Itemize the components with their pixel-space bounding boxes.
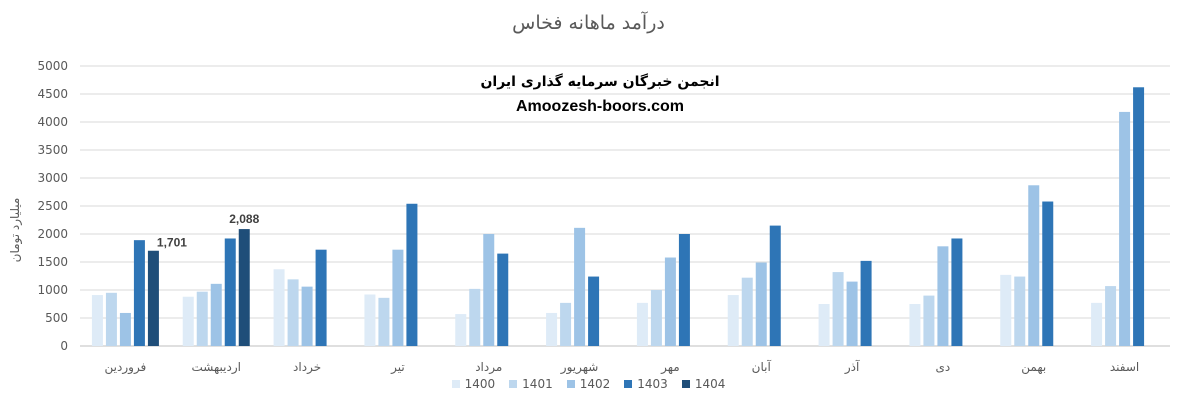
bar: [909, 304, 921, 346]
bar: [846, 281, 858, 346]
bar: [741, 277, 753, 346]
legend-swatch: [509, 380, 518, 388]
y-axis-label: میلیارد تومان: [8, 197, 22, 263]
bar: [364, 294, 376, 346]
legend-swatch: [681, 380, 690, 388]
bar: [455, 314, 467, 346]
x-tick-label: مرداد: [475, 360, 502, 375]
bar: [392, 249, 404, 346]
bar: [378, 297, 390, 346]
data-label: 1,701: [157, 236, 187, 250]
y-tick-label: 500: [45, 311, 68, 325]
bar: [196, 291, 208, 346]
bar: [224, 238, 236, 346]
x-tick-label: بهمن: [1021, 360, 1046, 375]
bar: [1133, 87, 1145, 346]
bar: [1028, 185, 1040, 346]
bar: [497, 253, 509, 346]
y-tick-label: 4500: [37, 87, 68, 101]
bar: [147, 250, 159, 346]
y-tick-label: 5000: [37, 59, 68, 73]
legend-label: 1401: [522, 377, 553, 391]
bar: [91, 295, 103, 346]
y-tick-label: 3000: [37, 171, 68, 185]
bar: [755, 262, 767, 346]
bar: [182, 296, 194, 346]
bar: [832, 272, 844, 346]
bar: [860, 260, 872, 346]
bar: [1119, 111, 1131, 346]
watermark-website: Amoozesh-boors.com: [515, 98, 684, 115]
bar: [588, 276, 600, 346]
legend-swatch: [566, 380, 575, 388]
bar: [1042, 201, 1054, 346]
bar: [951, 238, 963, 346]
x-tick-label: آبان: [752, 359, 772, 374]
bar: [937, 246, 949, 346]
bar: [560, 302, 572, 346]
bar: [287, 279, 299, 346]
bar: [105, 292, 117, 346]
x-tick-label: فروردین: [105, 360, 147, 375]
bar: [469, 288, 481, 346]
legend-item: 1401: [509, 377, 553, 391]
x-tick-label: تیر: [390, 360, 405, 375]
watermark-org-name: انجمن خبرگان سرمایه گذاری ایران: [480, 74, 720, 90]
y-tick-label: 4000: [37, 115, 68, 129]
bar: [664, 257, 676, 346]
y-tick-label: 1500: [37, 255, 68, 269]
legend-swatch: [624, 380, 633, 388]
bar: [133, 240, 145, 346]
x-tick-label: خرداد: [293, 360, 321, 375]
bar: [238, 229, 250, 346]
bar: [650, 290, 662, 346]
legend-item: 1404: [681, 377, 726, 391]
y-tick-label: 1000: [37, 283, 68, 297]
bar: [546, 312, 558, 346]
chart-title: درآمد ماهانه فخاس: [512, 12, 665, 34]
x-tick-label: دی: [936, 360, 951, 374]
bar: [678, 234, 690, 346]
legend-item: 1402: [566, 377, 611, 391]
bar: [1091, 302, 1103, 346]
bar: [119, 312, 131, 346]
legend-label: 1402: [579, 377, 611, 391]
y-axis-label-box: میلیارد تومان: [0, 190, 30, 270]
legend-label: 1403: [637, 377, 668, 391]
bar: [923, 295, 935, 346]
x-tick-label: اسفند: [1110, 360, 1139, 374]
bar: [769, 225, 781, 346]
x-tick-label: مهر: [660, 360, 680, 375]
bar: [406, 203, 418, 346]
y-tick-label: 2500: [37, 199, 68, 213]
bar: [727, 295, 739, 346]
bar: [483, 234, 495, 346]
bar: [1014, 276, 1026, 346]
legend-item: 1400: [451, 377, 496, 391]
x-tick-label: آذر: [844, 359, 860, 375]
bar: [315, 249, 327, 346]
bar: [818, 304, 830, 346]
bar: [1000, 274, 1012, 346]
y-tick-label: 3500: [37, 143, 68, 157]
x-tick-label: شهریور: [560, 360, 599, 375]
bar: [636, 302, 648, 346]
data-label: 2,088: [229, 212, 259, 226]
y-tick-label: 0: [60, 339, 68, 353]
bar: [210, 283, 222, 346]
legend-swatch: [451, 380, 460, 388]
legend-label: 1404: [694, 377, 726, 391]
y-tick-label: 2000: [37, 227, 68, 241]
legend-label: 1400: [464, 377, 496, 391]
x-tick-label: اردیبهشت: [192, 360, 241, 375]
bar: [574, 227, 586, 346]
bar: [273, 269, 285, 346]
bar: [1105, 286, 1117, 346]
bar: [301, 286, 313, 346]
legend: 1400 1401 1402 1403 1404: [0, 377, 1177, 391]
legend-item: 1403: [624, 377, 668, 391]
